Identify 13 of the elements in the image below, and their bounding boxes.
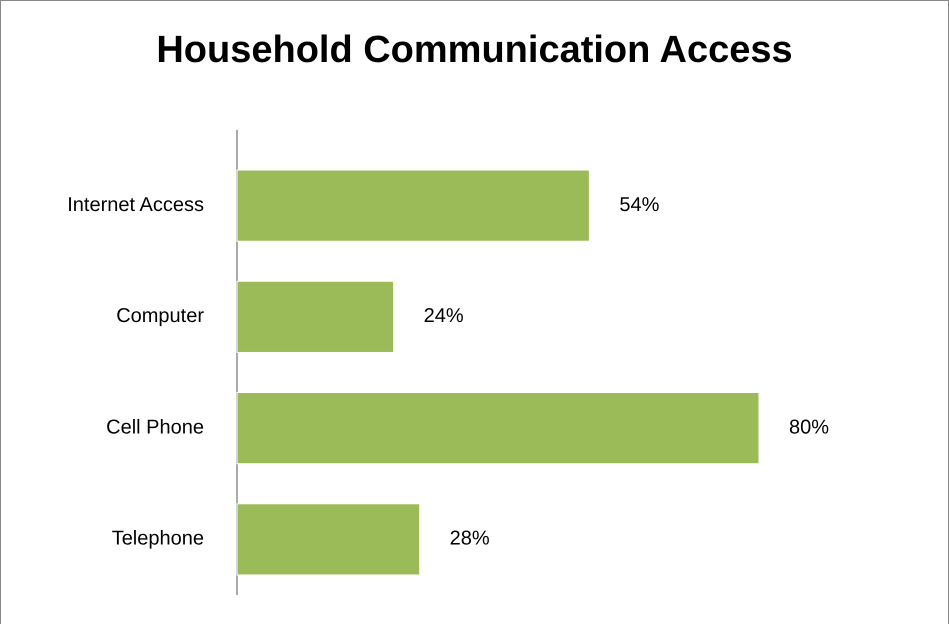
bar: [236, 503, 420, 576]
y-tick-label: Internet Access: [67, 194, 204, 216]
y-tick-label: Telephone: [112, 528, 204, 550]
bar: [236, 170, 590, 242]
data-label: 54%: [619, 194, 660, 216]
bar: [236, 280, 394, 353]
data-label: 80%: [788, 416, 830, 438]
chart-title: Household Communication Access: [156, 29, 793, 71]
data-label: 24%: [424, 305, 464, 328]
y-tick-label: Cell Phone: [106, 416, 204, 438]
data-label: 28%: [450, 528, 490, 550]
bar: [236, 392, 760, 464]
y-tick-label: Computer: [116, 305, 204, 328]
